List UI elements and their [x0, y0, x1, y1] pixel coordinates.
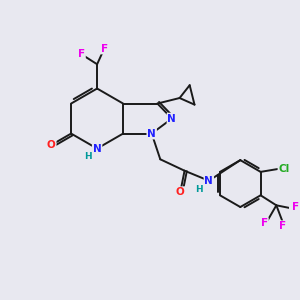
Text: Cl: Cl [278, 164, 290, 174]
Text: N: N [93, 144, 101, 154]
Text: F: F [101, 44, 108, 53]
Text: N: N [147, 129, 156, 139]
Text: O: O [47, 140, 56, 150]
Text: F: F [292, 202, 299, 212]
Text: N: N [205, 176, 213, 186]
Text: F: F [78, 49, 85, 59]
Text: F: F [261, 218, 268, 228]
Text: H: H [196, 185, 203, 194]
Text: N: N [167, 114, 176, 124]
Text: O: O [176, 187, 185, 197]
Text: H: H [84, 152, 92, 161]
Text: F: F [279, 221, 286, 231]
